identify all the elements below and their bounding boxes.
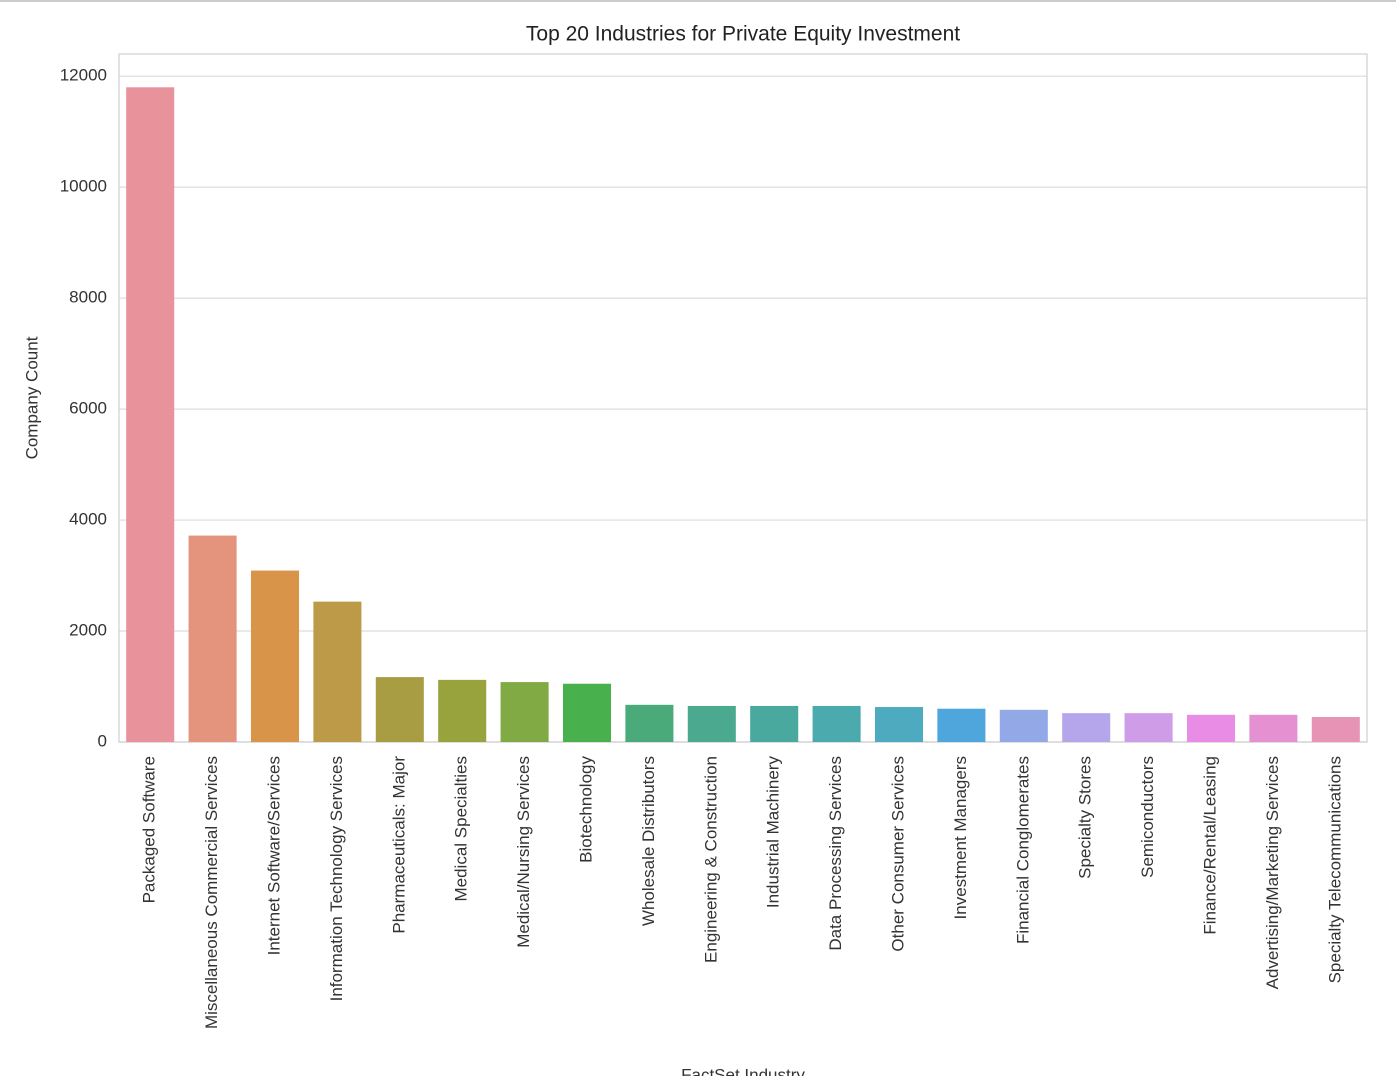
bar: [562, 683, 612, 742]
x-tick-label: Semiconductors: [1138, 756, 1157, 878]
bar: [250, 570, 300, 742]
bar: [500, 682, 549, 742]
y-tick-label: 8000: [69, 288, 107, 307]
bar: [750, 705, 799, 742]
x-tick-label: Engineering & Construction: [701, 756, 720, 963]
bar: [438, 679, 487, 742]
bar: [1124, 713, 1173, 742]
bar: [874, 707, 924, 742]
bar: [1186, 714, 1236, 742]
x-tick-label: Biotechnology: [576, 756, 595, 863]
bar: [812, 705, 861, 742]
y-tick-label: 4000: [69, 510, 107, 529]
x-tick-label: Internet Software/Services: [264, 756, 283, 955]
y-axis-label: Company Count: [22, 336, 41, 459]
x-tick-label: Pharmaceuticals: Major: [389, 756, 408, 934]
x-tick-label: Industrial Machinery: [764, 756, 783, 909]
x-tick-label: Miscellaneous Commercial Services: [202, 756, 221, 1029]
chart-title: Top 20 Industries for Private Equity Inv…: [526, 23, 960, 46]
x-tick-label: Financial Conglomerates: [1013, 756, 1032, 944]
x-tick-label: Specialty Telecommunications: [1325, 756, 1344, 983]
bar: [687, 705, 736, 742]
y-tick-label: 12000: [60, 66, 107, 85]
x-tick-label: Finance/Rental/Leasing: [1200, 756, 1219, 935]
bar: [1062, 713, 1111, 742]
x-axis-label: FactSet Industry: [681, 1065, 805, 1076]
bar: [625, 704, 674, 742]
bar: [1311, 717, 1360, 742]
x-tick-label: Medical Specialties: [452, 756, 471, 902]
bar: [188, 535, 237, 742]
y-tick-label: 10000: [60, 177, 107, 196]
x-tick-label: Other Consumer Services: [888, 756, 907, 952]
y-tick-label: 0: [98, 731, 107, 750]
bar: [1249, 714, 1298, 742]
x-tick-label: Packaged Software: [140, 756, 159, 903]
x-tick-label: Information Technology Services: [327, 756, 346, 1001]
bar: [937, 708, 986, 742]
y-tick-label: 2000: [69, 621, 107, 640]
x-tick-label: Specialty Stores: [1076, 756, 1095, 879]
bar: [375, 677, 424, 742]
x-tick-label: Wholesale Distributors: [639, 756, 658, 926]
bar: [126, 87, 175, 742]
y-tick-label: 6000: [69, 399, 107, 418]
bar: [999, 709, 1048, 742]
x-tick-label: Advertising/Marketing Services: [1263, 756, 1282, 989]
bar: [313, 601, 362, 742]
x-tick-label: Investment Managers: [951, 756, 970, 919]
x-tick-label: Medical/Nursing Services: [514, 756, 533, 948]
plot-frame: [118, 53, 1368, 743]
x-tick-label: Data Processing Services: [826, 756, 845, 951]
